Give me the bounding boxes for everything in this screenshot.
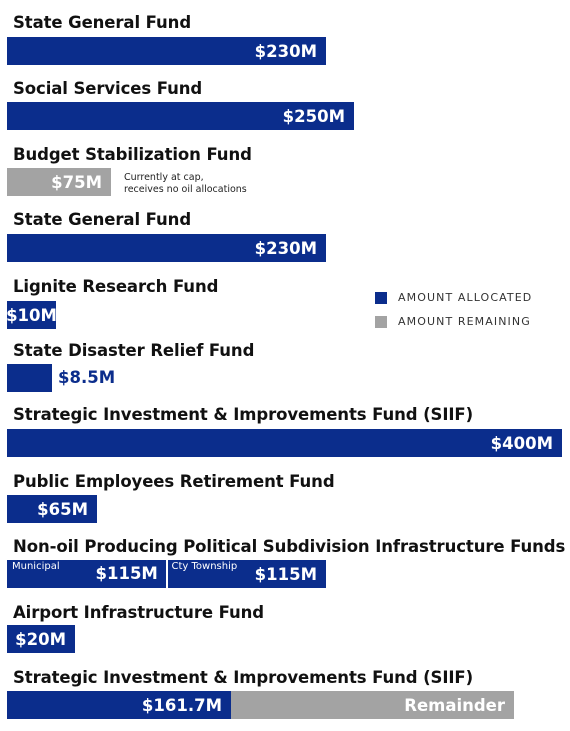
segment-divider: [165, 560, 168, 588]
bar-value-label: $8.5M: [58, 368, 116, 387]
bar-value-label: $75M: [51, 172, 102, 192]
legend-swatch-remaining: [375, 315, 387, 328]
remaining-bar: $75M: [7, 168, 111, 196]
legend-item-remaining: AMOUNT REMAINING: [375, 315, 531, 328]
fund-title: State Disaster Relief Fund: [13, 341, 255, 360]
bar-value-label: $400M: [490, 433, 553, 453]
bar-value-label: $10M: [6, 305, 57, 325]
allocated-bar: $230M: [7, 234, 326, 262]
allocated-bar: [7, 364, 52, 392]
bar-value-label: $161.7M: [141, 695, 222, 715]
fund-title: Public Employees Retirement Fund: [13, 472, 335, 491]
segment-value-label: $115M: [95, 564, 158, 583]
cap-note-line: receives no oil allocations: [124, 183, 247, 195]
fund-title: Lignite Research Fund: [13, 277, 219, 296]
allocated-bar: Municipal $115M Cty Township $115M: [7, 560, 326, 588]
cap-note: Currently at cap, receives no oil alloca…: [124, 172, 254, 195]
bar-value-label: $230M: [254, 41, 317, 61]
fund-title: State General Fund: [13, 13, 192, 32]
legend-item-allocated: AMOUNT ALLOCATED: [375, 291, 532, 304]
remainder-label: Remainder: [404, 695, 505, 715]
legend-swatch-allocated: [375, 291, 387, 304]
bar-value-label: $230M: [254, 238, 317, 258]
allocated-bar: $65M: [7, 495, 97, 523]
bar-value-label: $65M: [37, 499, 88, 519]
remainder-bar: Remainder: [231, 691, 514, 719]
legend-label-allocated: AMOUNT ALLOCATED: [398, 291, 533, 304]
fund-title: Budget Stabilization Fund: [13, 145, 252, 164]
fund-title: State General Fund: [13, 210, 192, 229]
fund-title: Non-oil Producing Political Subdivision …: [13, 537, 566, 556]
legend-label-remaining: AMOUNT REMAINING: [398, 315, 531, 328]
segment-value-label: $115M: [254, 564, 317, 584]
allocated-bar: $161.7M: [7, 691, 231, 719]
cap-note-line: Currently at cap,: [124, 172, 204, 183]
allocated-bar: $250M: [7, 102, 354, 130]
allocated-bar: $10M: [6, 301, 57, 329]
fund-title: Airport Infrastructure Fund: [13, 603, 264, 622]
fund-title: Social Services Fund: [13, 79, 203, 98]
segment-label-municipal: Municipal: [12, 561, 60, 572]
bar-value-label: $250M: [282, 106, 345, 126]
bar-value-label: $20M: [15, 629, 66, 649]
fund-title: Strategic Investment & Improvements Fund…: [13, 668, 474, 687]
allocated-bar: $20M: [7, 625, 75, 653]
fund-title: Strategic Investment & Improvements Fund…: [13, 405, 474, 424]
segment-label-township: Cty Township: [171, 561, 238, 572]
allocated-bar: $230M: [7, 37, 326, 65]
allocated-bar: $400M: [7, 429, 562, 457]
